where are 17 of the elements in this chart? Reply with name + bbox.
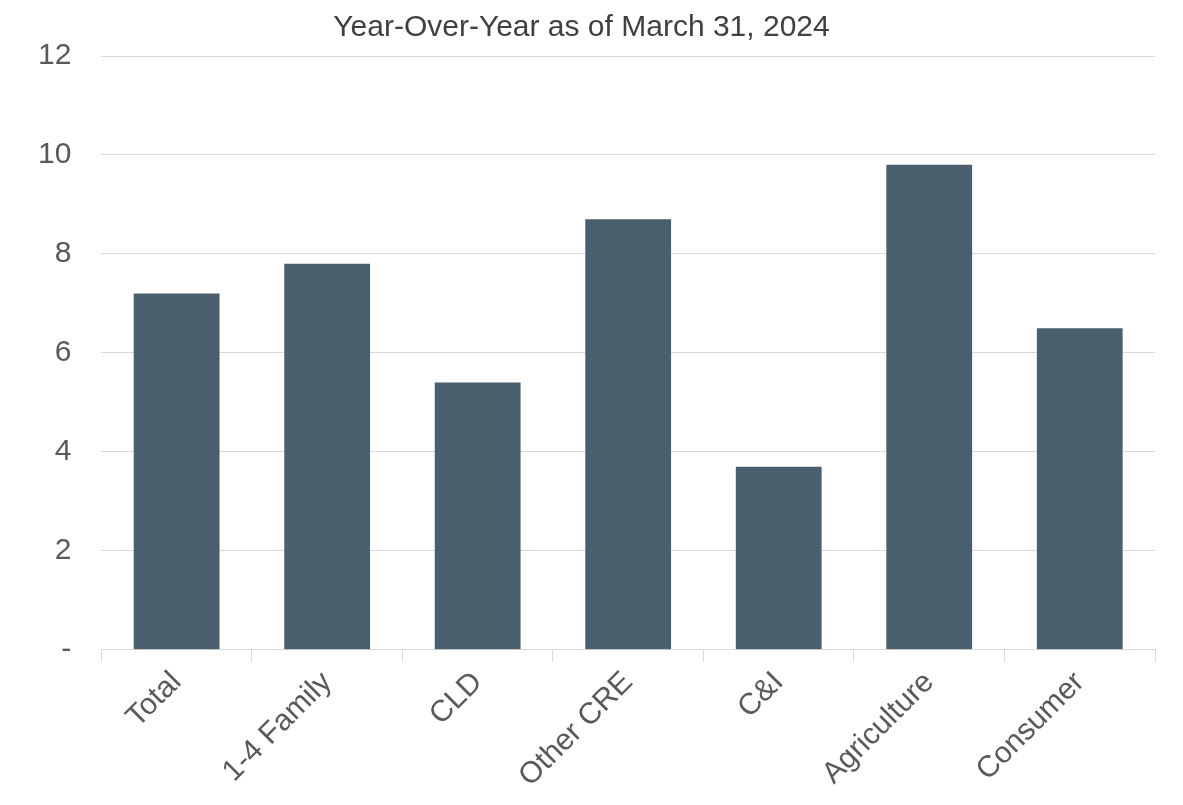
- y-tick-label: 10: [37, 136, 72, 170]
- bar: [886, 164, 973, 650]
- y-tick-label: -: [61, 631, 72, 665]
- y-tick-label: 12: [37, 37, 72, 71]
- bar: [1036, 328, 1123, 650]
- bar: [133, 293, 220, 650]
- bar: [735, 466, 822, 650]
- y-tick-label: 2: [54, 532, 72, 566]
- chart-title: Year-Over-Year as of March 31, 2024: [333, 9, 830, 43]
- bar: [284, 263, 371, 650]
- y-tick-label: 8: [54, 235, 72, 269]
- y-tick-label: 6: [54, 334, 72, 368]
- bar: [585, 219, 672, 650]
- x-tick-label: CLD: [421, 664, 488, 731]
- y-tick-label: 4: [54, 433, 72, 467]
- bar: [434, 382, 521, 650]
- x-tick-label: C&I: [730, 664, 789, 723]
